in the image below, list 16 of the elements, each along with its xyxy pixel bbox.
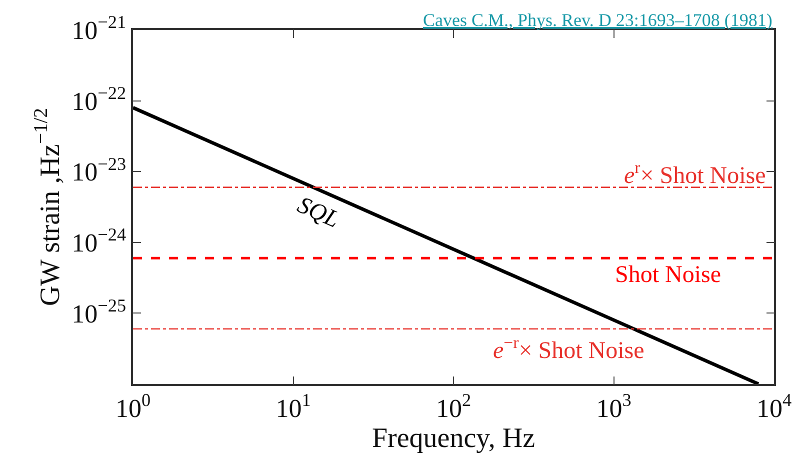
x-tick-label: 10$^{0}$: [115, 390, 151, 423]
text: SQL: [293, 192, 343, 234]
x-tick-label: 10$^{2}$: [436, 390, 472, 423]
y-tick-label: 10$^{−22}$: [72, 82, 126, 116]
x-tick-label: 10$^{1}$: [276, 390, 311, 423]
annotation: Caves C.M., Phys. Rev. D 23:1693–1708 (1981): [423, 10, 772, 30]
y-tick-label: 10$^{−25}$: [72, 295, 126, 328]
x-tick-label: 10$^{4}$: [756, 390, 792, 423]
y-tick-label: 10$^{−21}$: [72, 12, 126, 46]
ref-line-label: Shot Noise: [615, 262, 722, 288]
ref-line-label: e$^{−r}$× Shot Noise: [493, 333, 644, 364]
y-tick-label: 10$^{−23}$: [72, 154, 126, 187]
x-tick-label: 10$^{3}$: [596, 390, 632, 423]
y-tick-label: 10$^{−24}$: [72, 224, 126, 258]
ref-line-label: e$^{r}$× Shot Noise: [624, 158, 766, 190]
x-axis-title: Frequency, Hz: [372, 422, 536, 454]
